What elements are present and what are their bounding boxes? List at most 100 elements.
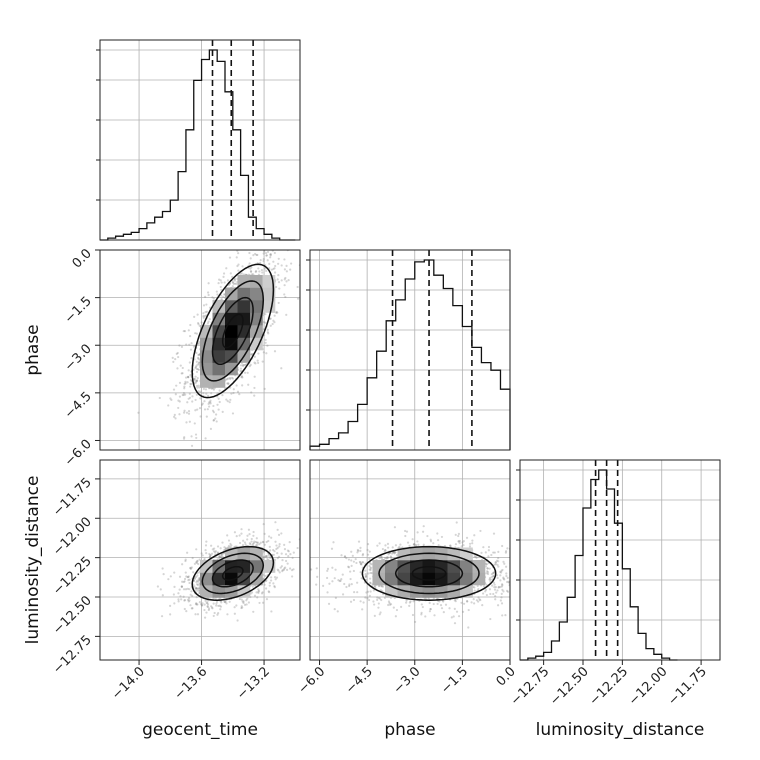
- scatter-point: [277, 262, 280, 265]
- scatter-point: [224, 378, 228, 381]
- density-cell: [372, 560, 386, 573]
- scatter-point: [408, 544, 411, 547]
- scatter-point: [190, 342, 193, 345]
- scatter-point: [182, 437, 186, 440]
- scatter-point: [188, 343, 191, 346]
- scatter-point: [378, 542, 381, 545]
- scatter-point: [179, 595, 182, 598]
- scatter-point: [185, 610, 188, 613]
- scatter-point: [170, 398, 173, 401]
- scatter-point: [220, 556, 223, 559]
- scatter-point: [287, 279, 290, 282]
- scatter-point: [174, 417, 177, 420]
- scatter-point: [187, 375, 190, 379]
- scatter-point: [273, 576, 277, 579]
- scatter-point: [449, 544, 452, 547]
- contour-level-2: [201, 280, 265, 382]
- scatter-point: [171, 356, 174, 359]
- scatter-point: [383, 556, 387, 560]
- scatter-point: [254, 270, 257, 273]
- scatter-point: [327, 602, 331, 605]
- scatter-point: [528, 569, 530, 571]
- scatter-point: [203, 400, 206, 403]
- scatter-point: [252, 241, 254, 243]
- scatter-point: [201, 604, 204, 607]
- scatter-point: [389, 603, 393, 606]
- scatter-point: [385, 557, 388, 560]
- scatter-point: [485, 583, 488, 586]
- scatter-point: [197, 578, 200, 581]
- scatter-point: [226, 378, 229, 381]
- scatter-point: [178, 413, 181, 416]
- scatter-point: [157, 470, 159, 472]
- scatter-point: [173, 571, 176, 574]
- scatter-point: [269, 549, 272, 552]
- scatter-point: [413, 543, 416, 546]
- scatter-point: [267, 590, 270, 593]
- scatter-point: [231, 281, 235, 284]
- scatter-point: [180, 598, 183, 601]
- scatter-point: [250, 266, 253, 269]
- scatter-point: [241, 544, 245, 547]
- scatter-point: [257, 588, 260, 591]
- scatter-point: [197, 356, 200, 359]
- scatter-point: [226, 279, 230, 282]
- scatter-point: [234, 545, 238, 548]
- density-cell: [385, 572, 398, 586]
- scatter-point: [492, 592, 495, 596]
- scatter-point: [212, 388, 215, 391]
- density-cell: [200, 337, 213, 351]
- scatter-point: [436, 539, 440, 542]
- scatter-point: [209, 401, 212, 404]
- scatter-point: [255, 544, 258, 547]
- scatter-point: [202, 304, 206, 307]
- scatter-point: [481, 592, 485, 595]
- scatter-point: [380, 557, 383, 560]
- scatter-point: [194, 603, 198, 606]
- scatter-point: [269, 253, 272, 256]
- scatter-point: [217, 397, 220, 400]
- scatter-point: [499, 579, 502, 582]
- scatter-point: [235, 256, 238, 259]
- scatter-point: [525, 590, 527, 592]
- scatter-point: [217, 604, 220, 608]
- panel-frame: [519, 459, 721, 661]
- scatter-point: [237, 263, 240, 266]
- scatter-point: [420, 603, 423, 606]
- scatter-point: [494, 598, 497, 601]
- scatter-point: [161, 594, 164, 597]
- scatter-point: [219, 285, 222, 289]
- scatter-point: [366, 548, 369, 552]
- scatter-point: [272, 267, 275, 271]
- scatter-point: [177, 406, 180, 410]
- scatter-point: [338, 579, 341, 583]
- panel-content: [100, 241, 300, 472]
- scatter-point: [204, 437, 207, 440]
- scatter-point: [278, 287, 281, 290]
- scatter-point: [184, 571, 187, 574]
- scatter-point: [246, 597, 249, 600]
- scatter-point: [411, 613, 415, 617]
- scatter-point: [221, 394, 224, 397]
- scatter-point: [493, 571, 496, 574]
- scatter-point: [196, 368, 200, 371]
- scatter-point: [355, 561, 358, 565]
- scatter-point: [339, 579, 342, 582]
- scatter-point: [190, 566, 193, 569]
- scatter-point: [205, 540, 208, 543]
- scatter-point: [211, 607, 214, 610]
- scatter-point: [216, 551, 219, 554]
- scatter-point: [203, 608, 206, 612]
- scatter-point: [222, 295, 225, 298]
- density-cell: [225, 325, 238, 338]
- scatter-point: [369, 582, 372, 585]
- scatter-point: [341, 593, 345, 596]
- scatter-point: [516, 575, 518, 577]
- scatter-point: [369, 571, 372, 575]
- scatter-point: [178, 344, 181, 347]
- contour-level-3: [191, 263, 275, 399]
- scatter-point: [373, 585, 376, 588]
- scatter-point: [315, 583, 318, 586]
- scatter-point: [506, 590, 510, 593]
- scatter-point: [167, 578, 170, 581]
